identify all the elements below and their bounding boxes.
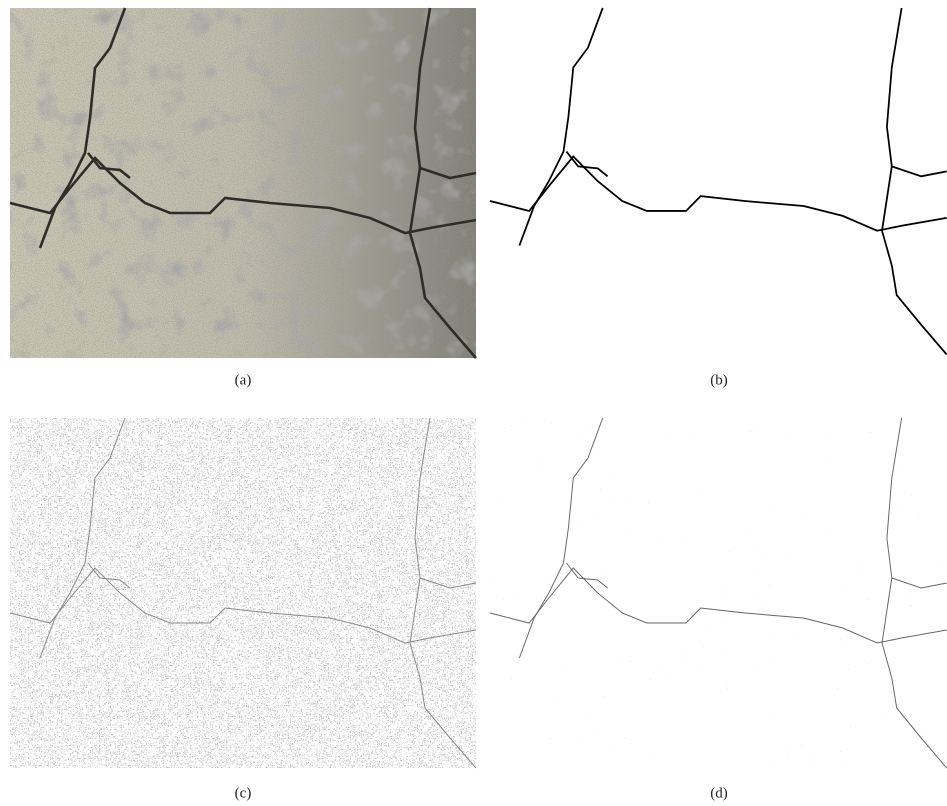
caption: (b)	[710, 372, 728, 388]
caption: (d)	[710, 785, 728, 801]
image	[490, 8, 947, 354]
edges	[10, 418, 476, 768]
grain	[10, 8, 476, 358]
speckles	[490, 418, 947, 768]
panel-a	[10, 8, 476, 358]
page: {"figure": {"panels": [{"label": "(a)"},…	[0, 0, 947, 806]
panel-d	[490, 418, 947, 768]
panel-c	[10, 418, 476, 768]
page-body: (a) (b) (c) (d) (() => { const data = JS…	[0, 0, 947, 806]
panel-b	[490, 8, 947, 355]
caption: (a)	[235, 372, 252, 388]
caption: (c)	[235, 785, 252, 801]
figure: (a) (b) (c) (d)	[0, 0, 947, 806]
